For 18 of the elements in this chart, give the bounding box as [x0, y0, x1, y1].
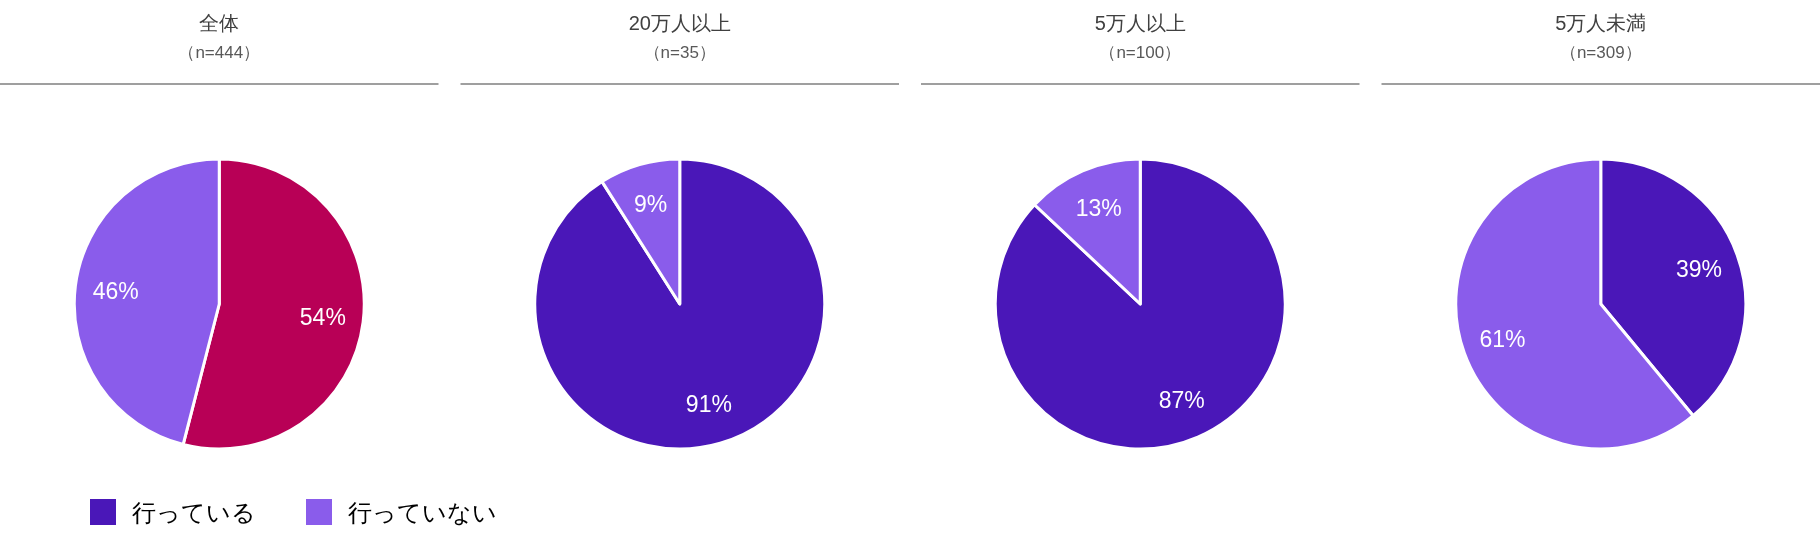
- data-label: 39%: [1675, 255, 1722, 282]
- chart-title: 20万人以上: [628, 12, 731, 34]
- chart-title: 全体: [199, 12, 240, 34]
- data-label: 13%: [1075, 195, 1122, 222]
- legend-label: 行っている: [132, 498, 256, 526]
- chart-subtitle: （n=35）: [643, 43, 716, 62]
- data-label: 61%: [1479, 326, 1526, 353]
- data-label: 87%: [1158, 386, 1205, 413]
- data-label: 54%: [299, 304, 346, 331]
- chart-title: 5万人以上: [1094, 12, 1186, 34]
- legend-label: 行っていない: [348, 498, 497, 526]
- chart-subtitle: （n=100）: [1099, 43, 1182, 62]
- data-label: 9%: [634, 190, 668, 217]
- data-label: 91%: [685, 391, 732, 418]
- chart-subtitle: （n=444）: [178, 43, 261, 62]
- chart-subtitle: （n=309）: [1559, 43, 1642, 62]
- chart-title: 5万人未満: [1555, 12, 1647, 34]
- data-label: 46%: [92, 277, 139, 304]
